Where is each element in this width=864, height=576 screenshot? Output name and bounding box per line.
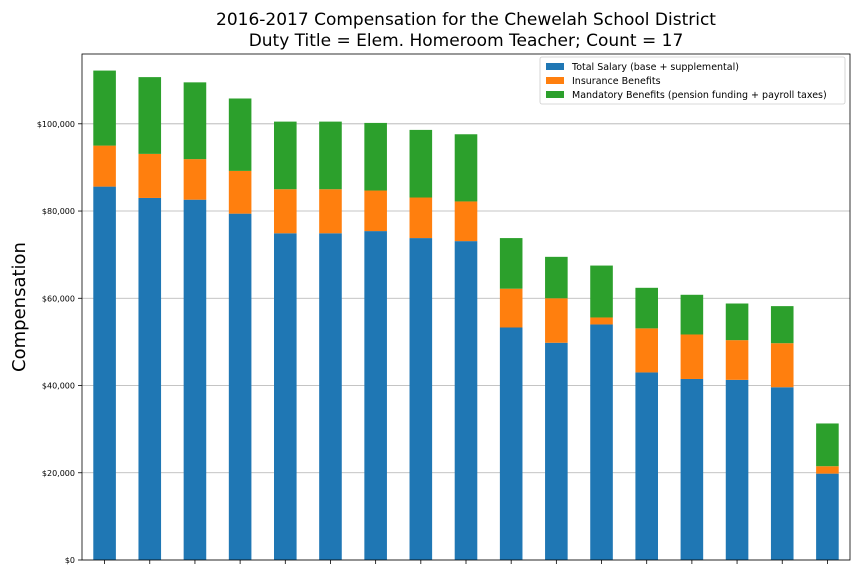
bar-segment — [816, 466, 839, 474]
bar-segment — [93, 186, 116, 560]
bar-segment — [680, 334, 704, 379]
chart-subtitle: Duty Title = Elem. Homeroom Teacher; Cou… — [249, 31, 684, 51]
bar-segment — [725, 379, 749, 560]
bar-segment — [93, 70, 116, 146]
bar-segment — [770, 343, 794, 388]
bar-segment — [274, 233, 297, 560]
bar-segment — [409, 197, 433, 239]
bar-segment — [274, 189, 297, 234]
bars — [93, 70, 839, 560]
y-tick-label: $40,000 — [42, 382, 75, 391]
bar-segment — [409, 129, 433, 198]
bar-segment — [138, 77, 162, 154]
bar-segment — [499, 238, 523, 289]
bar-segment — [635, 287, 658, 329]
y-tick-label: $80,000 — [42, 207, 75, 216]
bar-segment — [228, 213, 252, 560]
chart-title: 2016-2017 Compensation for the Chewelah … — [216, 10, 716, 30]
y-tick-label: $20,000 — [42, 469, 75, 478]
bar-segment — [319, 189, 342, 234]
bar-segment — [454, 201, 478, 242]
bar-segment — [499, 327, 523, 560]
bar-segment — [138, 197, 162, 560]
bar-segment — [499, 288, 523, 328]
bar-segment — [138, 153, 162, 198]
bar-segment — [635, 328, 658, 373]
y-tick-label: $0 — [65, 556, 75, 565]
legend-swatch — [546, 63, 564, 70]
bar-segment — [545, 256, 568, 299]
bar-segment — [183, 159, 207, 200]
y-axis-label: Compensation — [9, 242, 30, 372]
bar-segment — [228, 98, 252, 171]
bar-segment — [590, 324, 613, 560]
bar-segment — [183, 82, 207, 160]
bar-segment — [319, 233, 342, 560]
legend-label: Insurance Benefits — [572, 76, 661, 87]
bar-segment — [319, 121, 342, 190]
legend-swatch — [546, 91, 564, 98]
legend-swatch — [546, 77, 564, 84]
bar-segment — [680, 294, 704, 335]
bar-segment — [770, 306, 794, 344]
y-axis-ticks: $0 $20,000 $40,000 $60,000 $80,000 $100,000 — [37, 120, 82, 565]
bar-segment — [228, 170, 252, 214]
bar-segment — [816, 473, 839, 560]
bar-segment — [725, 340, 749, 380]
bar-segment — [274, 121, 297, 190]
bar-segment — [725, 303, 749, 341]
bar-segment — [364, 122, 387, 191]
y-tick-label: $60,000 — [42, 294, 75, 303]
legend-label: Mandatory Benefits (pension funding + pa… — [572, 90, 827, 101]
bar-segment — [816, 423, 839, 467]
bar-segment — [183, 199, 207, 560]
legend: Total Salary (base + supplemental) Insura… — [539, 56, 846, 105]
bar-segment — [93, 145, 116, 187]
bar-segment — [680, 378, 704, 560]
bar-segment — [635, 372, 658, 560]
bar-segment — [364, 190, 387, 232]
bar-segment — [545, 342, 568, 560]
bar-segment — [364, 231, 387, 560]
x-axis-ticks — [104, 560, 828, 564]
bar-segment — [454, 241, 478, 560]
bar-segment — [770, 387, 794, 560]
legend-label: Total Salary (base + supplemental) — [571, 62, 739, 73]
legend-box — [539, 56, 846, 105]
bar-segment — [545, 298, 568, 343]
bar-segment — [409, 238, 433, 560]
bar-segment — [590, 265, 613, 318]
y-tick-label: $100,000 — [37, 120, 75, 129]
bar-segment — [590, 317, 613, 325]
bar-segment — [454, 134, 478, 202]
